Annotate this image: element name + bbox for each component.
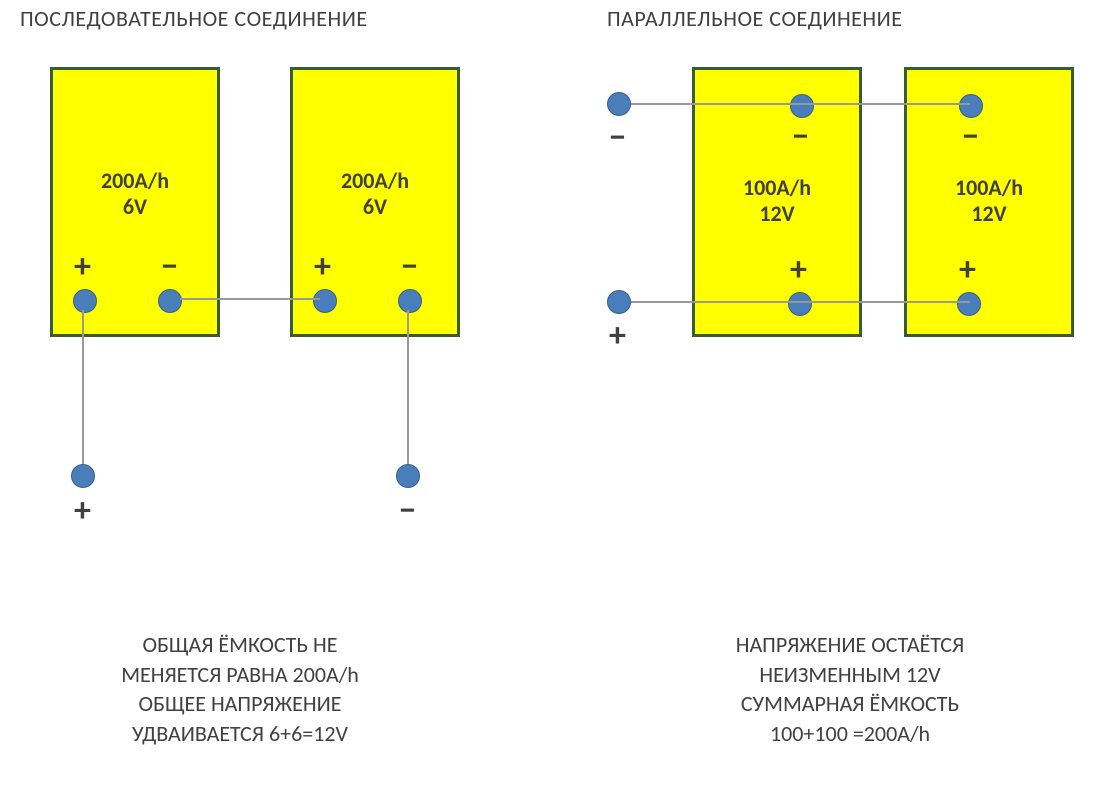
series-b2-plus-sign: + bbox=[314, 246, 331, 287]
parallel-caption: НАПРЯЖЕНИЕ ОСТАЁТСЯ НЕИЗМЕННЫМ 12V СУММА… bbox=[665, 630, 1035, 749]
series-battery-1: 200A/h 6V + − bbox=[50, 67, 220, 337]
series-caption-l4: УДВАИВАЕТСЯ 6+6=12V bbox=[132, 720, 348, 747]
parallel-battery-1-label: 100A/h 12V bbox=[695, 175, 859, 228]
series-battery-2: 200A/h 6V + − bbox=[290, 67, 460, 337]
parallel-b2-plus-terminal bbox=[957, 292, 981, 316]
parallel-battery-2-label: 100A/h 12V bbox=[907, 175, 1071, 228]
series-battery-2-label: 200A/h 6V bbox=[293, 168, 457, 221]
series-out-minus-wire bbox=[407, 310, 409, 468]
series-caption-l1: ОБЩАЯ ЁМКОСТЬ НЕ bbox=[143, 631, 338, 658]
series-b1-plus-terminal bbox=[73, 289, 97, 313]
series-out-plus-sign: + bbox=[74, 490, 91, 531]
parallel-battery-1-voltage: 12V bbox=[759, 200, 794, 227]
series-battery-2-capacity: 200A/h bbox=[341, 167, 409, 194]
series-battery-1-voltage: 6V bbox=[123, 193, 147, 220]
series-link-wire bbox=[180, 298, 320, 300]
parallel-out-plus-terminal bbox=[607, 290, 631, 314]
series-caption-l2: МЕНЯЕТСЯ РАВНА 200A/h bbox=[121, 661, 359, 688]
parallel-b2-plus-sign: + bbox=[959, 249, 976, 290]
parallel-caption-l4: 100+100 =200A/h bbox=[770, 720, 930, 747]
parallel-title: ПАРАЛЛЕЛЬНОЕ СОЕДИНЕНИЕ bbox=[607, 5, 903, 32]
series-out-plus-wire bbox=[82, 310, 84, 468]
series-out-minus-sign: − bbox=[399, 490, 416, 531]
series-out-minus-terminal bbox=[396, 464, 420, 488]
series-b2-minus-terminal bbox=[398, 289, 422, 313]
parallel-battery-2-capacity: 100A/h bbox=[955, 174, 1023, 201]
parallel-out-minus-sign: − bbox=[609, 117, 626, 158]
parallel-b2-minus-terminal bbox=[959, 94, 983, 118]
parallel-battery-2: − 100A/h 12V + bbox=[904, 67, 1074, 337]
parallel-out-minus-terminal bbox=[607, 92, 631, 116]
parallel-b1-plus-sign: + bbox=[790, 249, 807, 290]
parallel-battery-1: − 100A/h 12V + bbox=[692, 67, 862, 337]
parallel-caption-l1: НАПРЯЖЕНИЕ ОСТАЁТСЯ bbox=[736, 631, 965, 658]
series-battery-1-label: 200A/h 6V bbox=[53, 168, 217, 221]
series-b2-plus-terminal bbox=[313, 289, 337, 313]
parallel-plus-bus bbox=[627, 301, 970, 303]
parallel-b1-minus-sign: − bbox=[792, 116, 809, 157]
parallel-caption-l3: СУММАРНАЯ ЁМКОСТЬ bbox=[741, 690, 959, 717]
parallel-battery-2-voltage: 12V bbox=[971, 200, 1006, 227]
series-caption: ОБЩАЯ ЁМКОСТЬ НЕ МЕНЯЕТСЯ РАВНА 200A/h О… bbox=[55, 630, 425, 749]
parallel-battery-1-capacity: 100A/h bbox=[743, 174, 811, 201]
series-battery-2-voltage: 6V bbox=[363, 193, 387, 220]
series-b2-minus-sign: − bbox=[401, 246, 418, 287]
series-caption-l3: ОБЩЕЕ НАПРЯЖЕНИЕ bbox=[139, 690, 342, 717]
series-b1-minus-terminal bbox=[158, 289, 182, 313]
series-title: ПОСЛЕДОВАТЕЛЬНОЕ СОЕДИНЕНИЕ bbox=[20, 5, 368, 32]
series-battery-1-capacity: 200A/h bbox=[101, 167, 169, 194]
series-b1-minus-sign: − bbox=[161, 246, 178, 287]
parallel-b2-minus-sign: − bbox=[962, 116, 979, 157]
parallel-caption-l2: НЕИЗМЕННЫМ 12V bbox=[759, 661, 940, 688]
parallel-b1-plus-terminal bbox=[788, 292, 812, 316]
parallel-out-plus-sign: + bbox=[609, 315, 626, 356]
parallel-b1-minus-terminal bbox=[790, 94, 814, 118]
parallel-minus-bus bbox=[627, 103, 970, 105]
series-b1-plus-sign: + bbox=[74, 246, 91, 287]
series-out-plus-terminal bbox=[71, 464, 95, 488]
